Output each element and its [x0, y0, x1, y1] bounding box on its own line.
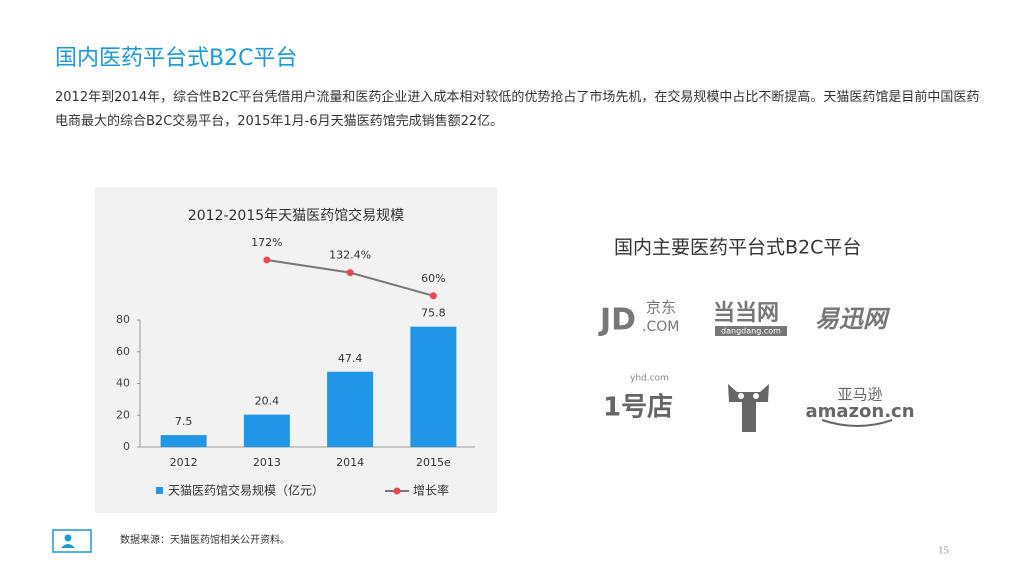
intro-text: 2012年到2014年，综合性B2C平台凭借用户流量和医药企业进入成本相对较低的…: [55, 90, 980, 129]
footer-icon-body: [61, 544, 75, 548]
bar-label: 20.4: [255, 395, 280, 408]
logo-smile: [821, 419, 893, 427]
growth-label: 60%: [421, 272, 445, 285]
logo-amazon-cn: 亚马逊: [837, 386, 882, 404]
footer-icon: [52, 529, 92, 553]
bar: [410, 326, 457, 447]
x-tick-label: 2014: [336, 456, 364, 469]
logo-amazon: amazon.cn: [805, 401, 914, 422]
logos: JD 京东 .COM 当当网 dangdang.com 易迅网 1号店 yhd.…: [598, 299, 915, 432]
source-note: 数据来源：天猫医药馆相关公开资料。: [120, 533, 290, 546]
growth-point: [263, 256, 271, 264]
bar: [243, 414, 290, 447]
growth-point: [346, 269, 354, 277]
y-tick-label: 0: [123, 440, 130, 453]
legend-label: 增长率: [413, 483, 449, 498]
slide-title: 国内医药平台式B2C平台: [55, 46, 298, 71]
x-tick-label: 2013: [253, 456, 281, 469]
legend-swatch: [393, 487, 401, 495]
logo-yixun: 易迅网: [815, 305, 891, 333]
page-number: 15: [938, 545, 950, 557]
logo-eye: [753, 393, 759, 399]
y-tick-label: 80: [116, 313, 130, 326]
logo-tmall: [728, 384, 769, 432]
x-tick-label: 2015e: [416, 456, 451, 469]
y-tick-label: 40: [116, 377, 130, 390]
logo-jd-com: .COM: [642, 319, 679, 335]
chart-title: 2012-2015年天猫医药馆交易规模: [188, 207, 404, 224]
logo-dangdang-url: dangdang.com: [721, 327, 781, 336]
logo-bar: [715, 326, 787, 336]
footer-icon-head: [64, 534, 72, 542]
logo-dangdang: 当当网: [713, 301, 779, 326]
y-tick-label: 60: [116, 345, 130, 358]
logo-yhd: 1号店: [603, 393, 673, 423]
platforms-title: 国内主要医药平台式B2C平台: [614, 237, 861, 259]
growth-label: 132.4%: [329, 249, 371, 262]
growth-point: [429, 292, 437, 300]
logo-yhd-url: yhd.com: [630, 374, 669, 384]
bar-label: 47.4: [338, 352, 363, 365]
bar-label: 75.8: [421, 307, 446, 320]
logo-eye: [738, 393, 744, 399]
bar: [327, 371, 374, 447]
logo-jd: JD: [598, 303, 636, 338]
bar-label: 7.5: [175, 415, 193, 428]
legend-label: 天猫医药馆交易规模（亿元）: [168, 483, 324, 498]
growth-label: 172%: [251, 236, 282, 249]
bar: [160, 435, 207, 447]
logo-jd-cn: 京东: [646, 299, 676, 317]
y-tick-label: 20: [116, 408, 130, 421]
x-tick-label: 2012: [170, 456, 198, 469]
legend-swatch: [156, 487, 163, 494]
